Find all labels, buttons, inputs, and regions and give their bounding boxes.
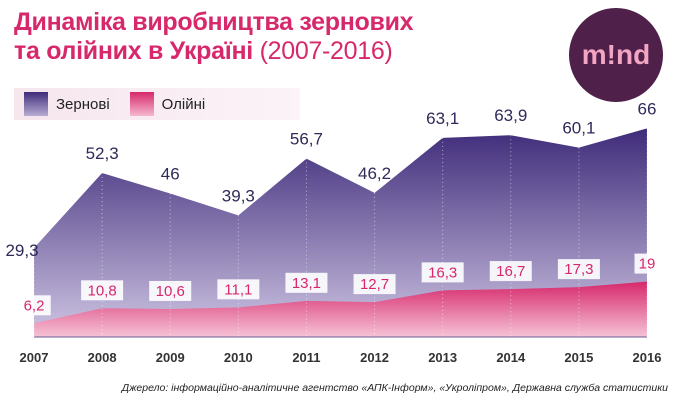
grain-value-label: 29,3 <box>5 241 38 260</box>
oil-value-label: 17,3 <box>564 261 593 278</box>
x-tick-label: 2013 <box>428 350 457 365</box>
grain-value-label: 63,9 <box>494 106 527 125</box>
oil-value-label: 10,8 <box>88 282 117 299</box>
mind-logo: m!nd <box>569 8 663 102</box>
grain-value-label: 39,3 <box>222 186 255 205</box>
legend-item-grain: Зернові <box>24 92 110 116</box>
oil-label-box <box>634 253 660 274</box>
legend-swatch-oil <box>129 92 154 116</box>
oil-label-box <box>81 280 124 301</box>
oil-label-box <box>17 295 51 316</box>
grain-value-label: 60,1 <box>562 119 595 138</box>
legend-swatch-grain <box>24 92 48 116</box>
grain-value-label: 56,7 <box>290 130 323 149</box>
x-tick-label: 2012 <box>360 350 389 365</box>
oil-label-box <box>285 272 328 293</box>
x-tick-label: 2009 <box>156 350 185 365</box>
grain-value-label: 46,2 <box>358 164 391 183</box>
title-years: (2007-2016) <box>259 37 393 65</box>
oil-value-label: 6,2 <box>24 297 45 314</box>
series-oil-area <box>34 281 647 337</box>
oil-value-label: 16,7 <box>496 263 525 280</box>
grain-value-label: 63,1 <box>426 109 459 128</box>
x-tick-label: 2014 <box>496 350 526 365</box>
source-note: Джерело: інформаційно-аналітичне агентст… <box>121 382 668 394</box>
oil-value-label: 16,3 <box>428 264 457 281</box>
oil-value-label: 10,6 <box>156 283 185 300</box>
legend-item-oil: Олійні <box>129 92 206 116</box>
legend: Зернові Олійні <box>14 88 300 120</box>
logo-text: m!nd <box>581 39 651 70</box>
chart-title: Динаміка виробництва зернових та олійних… <box>14 8 414 66</box>
x-tick-label: 2010 <box>224 350 253 365</box>
oil-value-label: 13,1 <box>292 275 321 292</box>
title-line-2: та олійних в Україні <box>14 37 253 65</box>
grain-value-label: 52,3 <box>86 144 119 163</box>
oil-value-label: 19 <box>639 256 656 273</box>
x-tick-label: 2015 <box>564 350 593 365</box>
oil-label-box <box>421 262 464 283</box>
x-tick-label: 2016 <box>633 350 662 365</box>
x-tick-label: 2011 <box>292 350 320 365</box>
legend-label-grain: Зернові <box>56 95 110 113</box>
oil-label-box <box>489 261 532 282</box>
oil-value-label: 12,7 <box>360 276 389 293</box>
x-tick-label: 2008 <box>88 350 117 365</box>
grain-value-label: 46 <box>161 165 180 184</box>
legend-label-oil: Олійні <box>161 95 206 113</box>
oil-label-box <box>149 280 192 301</box>
oil-label-box <box>353 274 396 295</box>
grain-value-label: 66 <box>638 99 657 118</box>
x-tick-label: 2007 <box>20 350 49 365</box>
oil-value-label: 11,1 <box>224 281 252 298</box>
oil-label-box <box>217 279 260 300</box>
title-line-1: Динаміка виробництва зернових <box>14 8 414 36</box>
oil-label-box <box>557 259 600 280</box>
